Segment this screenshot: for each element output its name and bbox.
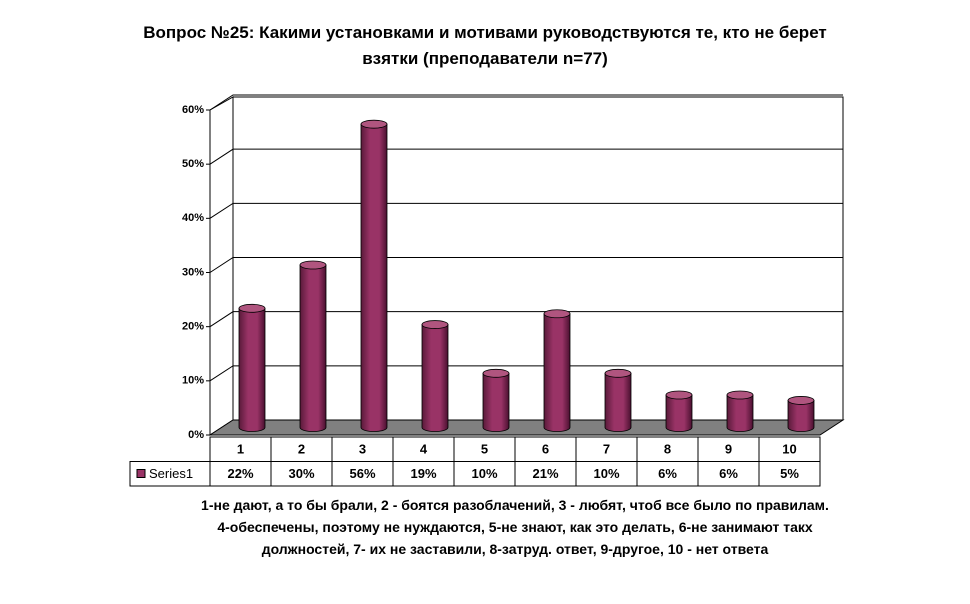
y-tick-label: 40% xyxy=(182,212,204,224)
bar xyxy=(665,394,693,432)
table-value: 5% xyxy=(780,466,799,481)
y-tick-label: 30% xyxy=(182,266,204,278)
bar-top xyxy=(665,390,693,400)
bar-top xyxy=(238,303,266,313)
bar xyxy=(726,394,754,432)
table-value: 21% xyxy=(532,466,558,481)
y-tick-label: 60% xyxy=(182,104,204,116)
x-tick-label: 2 xyxy=(298,442,305,457)
chart-title: Вопрос №25: Какими установками и мотивам… xyxy=(143,23,827,68)
x-tick-label: 3 xyxy=(359,442,366,457)
x-tick-label: 10 xyxy=(782,442,796,457)
bar xyxy=(299,264,327,432)
grid-line xyxy=(209,94,843,111)
table-value: 10% xyxy=(593,466,619,481)
table-value: 6% xyxy=(719,466,738,481)
table-legend-cell xyxy=(129,461,211,487)
x-tick-label: 5 xyxy=(481,442,488,457)
caption: 1-не дают, а то бы брали, 2 - боятся раз… xyxy=(201,497,829,557)
table-value: 6% xyxy=(658,466,677,481)
x-tick-label: 7 xyxy=(603,442,610,457)
bar-top xyxy=(726,390,754,400)
bar-top xyxy=(360,119,388,129)
bar-top xyxy=(604,368,632,378)
grid-line xyxy=(209,148,843,165)
grid-line xyxy=(209,311,843,328)
table-value: 19% xyxy=(410,466,436,481)
x-tick-label: 9 xyxy=(725,442,732,457)
bar-top xyxy=(482,368,510,378)
legend-label: Series1 xyxy=(149,466,193,481)
x-tick-label: 8 xyxy=(664,442,671,457)
bar-top xyxy=(543,309,571,319)
table-value: 30% xyxy=(288,466,314,481)
table-value: 22% xyxy=(227,466,253,481)
table-value: 56% xyxy=(349,466,375,481)
bar xyxy=(604,372,632,432)
grid-line xyxy=(209,365,843,382)
bar xyxy=(543,313,571,432)
side-wall xyxy=(209,96,234,436)
bar xyxy=(482,372,510,432)
x-tick-label: 4 xyxy=(420,442,428,457)
bar xyxy=(787,400,815,432)
y-tick-label: 20% xyxy=(182,321,204,333)
bar xyxy=(238,307,266,432)
grid-line xyxy=(209,257,843,273)
x-tick-label: 1 xyxy=(237,442,244,457)
bar-top xyxy=(787,396,815,405)
bar-top xyxy=(299,260,327,270)
y-tick-label: 50% xyxy=(182,158,204,170)
y-tick-label: 10% xyxy=(182,375,204,387)
y-tick-label: 0% xyxy=(188,429,204,441)
table-value: 10% xyxy=(471,466,497,481)
legend-swatch xyxy=(136,469,146,478)
bar xyxy=(360,123,388,432)
bar-top xyxy=(421,320,449,329)
grid-line xyxy=(209,202,843,219)
bar xyxy=(421,324,449,432)
x-tick-label: 6 xyxy=(542,442,549,457)
